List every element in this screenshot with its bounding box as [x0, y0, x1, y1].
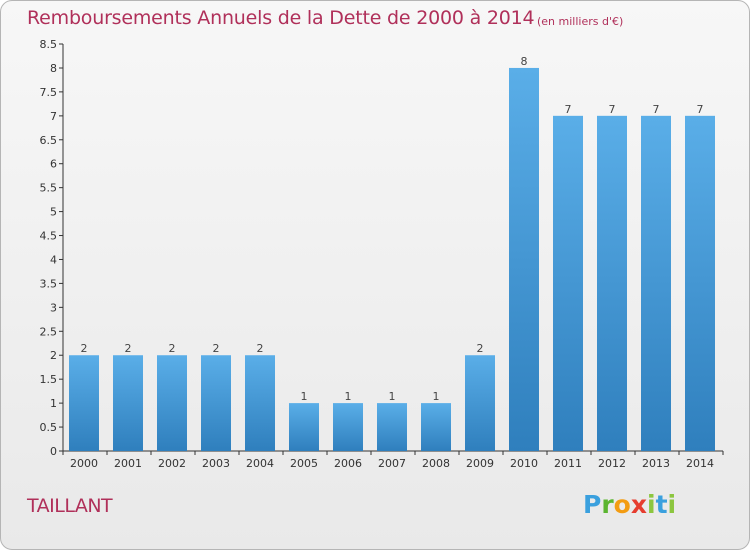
- bar: [157, 355, 187, 451]
- bar-value-label: 2: [477, 342, 484, 355]
- bar: [289, 403, 319, 451]
- chart-title: Remboursements Annuels de la Dette de 20…: [27, 7, 535, 29]
- y-tick-label: 1.5: [40, 373, 58, 386]
- bar: [201, 355, 231, 451]
- y-tick-label: 7: [50, 110, 57, 123]
- chart-subtitle: (en milliers d'€): [537, 15, 624, 28]
- bar-value-label: 2: [169, 342, 176, 355]
- x-tick-label: 2003: [202, 457, 230, 470]
- x-axis: 2000 2001 2002 2003 2004 2005 2006 2007 2008 2009…: [59, 450, 724, 470]
- bar-value-label: 7: [565, 103, 572, 116]
- bar-value-label: 1: [345, 390, 352, 403]
- y-tick-label: 2.5: [40, 325, 58, 338]
- bar-value-label: 1: [433, 390, 440, 403]
- bar: [245, 355, 275, 451]
- y-tick-label: 5.5: [40, 182, 58, 195]
- x-tick-label: 2010: [510, 457, 538, 470]
- y-tick-label: 7.5: [40, 86, 58, 99]
- y-tick-label: 5: [50, 206, 57, 219]
- bar-value-label: 1: [301, 390, 308, 403]
- bars: 2 2 2 2 2 1 1 1 1 2 8 7 7 7 7: [69, 55, 715, 452]
- bar: [553, 115, 583, 451]
- x-tick-label: 2014: [686, 457, 714, 470]
- x-tick-label: 2004: [246, 457, 274, 470]
- y-tick-label: 0: [50, 445, 57, 458]
- x-tick-label: 2009: [466, 457, 494, 470]
- bar-value-label: 8: [521, 55, 528, 68]
- x-tick-label: 2002: [158, 457, 186, 470]
- y-tick-label: 0.5: [40, 421, 58, 434]
- bar: [641, 115, 671, 451]
- logo-letter: i: [647, 490, 656, 519]
- y-axis: 0 0.5 1 1.5 2 2.5 3 3.5 4 4.5 5 5.5 6 6.5 7 7.5 8 8.5: [40, 38, 64, 458]
- bar-value-label: 7: [697, 103, 704, 116]
- bar-value-label: 1: [389, 390, 396, 403]
- logo-letter: i: [667, 490, 677, 519]
- bar-value-label: 2: [213, 342, 220, 355]
- bar-value-label: 2: [125, 342, 132, 355]
- bar-value-label: 7: [653, 103, 660, 116]
- proxiti-logo[interactable]: Proxiti: [583, 490, 676, 519]
- x-tick-label: 2001: [114, 457, 142, 470]
- bar: [421, 403, 451, 451]
- x-tick-label: 2007: [378, 457, 406, 470]
- x-tick-label: 2000: [70, 457, 98, 470]
- y-tick-label: 1: [50, 397, 57, 410]
- y-tick-label: 8.5: [40, 38, 58, 51]
- y-tick-label: 4.5: [40, 230, 58, 243]
- bar: [685, 115, 715, 451]
- bar: [597, 115, 627, 451]
- bar: [377, 403, 407, 451]
- bar: [333, 403, 363, 451]
- bar-value-label: 7: [609, 103, 616, 116]
- x-tick-label: 2008: [422, 457, 450, 470]
- logo-letter: P: [583, 490, 602, 519]
- logo-letter: o: [613, 490, 631, 519]
- x-tick-label: 2013: [642, 457, 670, 470]
- bar: [465, 355, 495, 451]
- y-tick-label: 3.5: [40, 277, 58, 290]
- y-tick-label: 3: [50, 301, 57, 314]
- bar: [113, 355, 143, 451]
- bar-value-label: 2: [81, 342, 88, 355]
- bar-value-label: 2: [257, 342, 264, 355]
- logo-letter: r: [601, 490, 614, 519]
- y-tick-label: 4: [50, 253, 57, 266]
- y-tick-label: 8: [50, 62, 57, 75]
- x-tick-label: 2011: [554, 457, 582, 470]
- logo-letter: t: [655, 490, 668, 519]
- y-tick-label: 6: [50, 158, 57, 171]
- bar: [69, 355, 99, 451]
- x-tick-label: 2012: [598, 457, 626, 470]
- commune-name: TAILLANT: [27, 495, 113, 517]
- logo-letter: x: [630, 490, 647, 519]
- x-tick-label: 2005: [290, 457, 318, 470]
- y-tick-label: 2: [50, 349, 57, 362]
- y-tick-label: 6.5: [40, 134, 58, 147]
- x-tick-label: 2006: [334, 457, 362, 470]
- bar: [509, 67, 539, 452]
